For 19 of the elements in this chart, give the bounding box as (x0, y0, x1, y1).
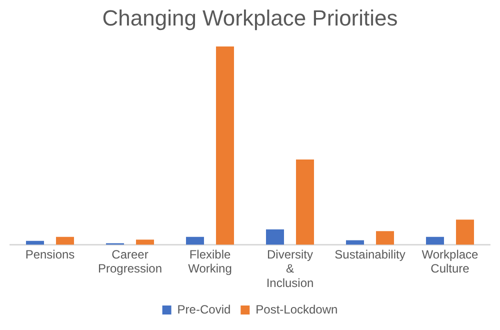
bar (426, 236, 444, 245)
x-tick-label: Career Progression (98, 247, 162, 276)
x-tick-label: Workplace Culture (422, 247, 479, 276)
bar (346, 240, 364, 245)
bar (266, 229, 284, 245)
x-tick-label: Flexible Working (188, 247, 232, 276)
x-tick-label: Pensions (25, 247, 75, 262)
bar (136, 240, 154, 245)
x-tick-label: Diversity & Inclusion (266, 247, 314, 290)
bar (376, 231, 394, 245)
bar (296, 159, 314, 245)
x-tick-label: Sustainability (334, 247, 406, 262)
legend-label: Post-Lockdown (256, 302, 338, 316)
bar (186, 236, 204, 245)
bar (216, 46, 234, 245)
bar (56, 236, 74, 245)
chart-title: Changing Workplace Priorities (102, 5, 398, 30)
legend-label: Pre-Covid (177, 302, 231, 316)
bar (456, 220, 474, 245)
